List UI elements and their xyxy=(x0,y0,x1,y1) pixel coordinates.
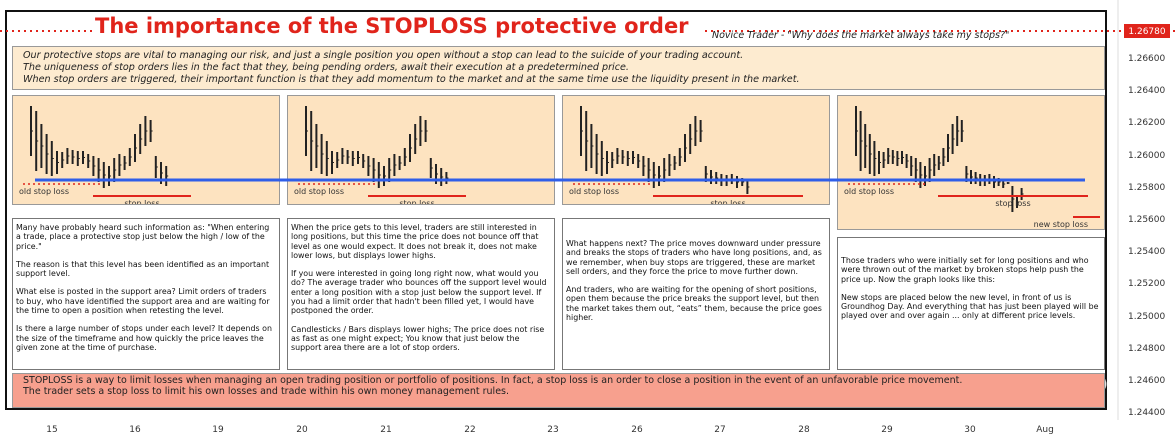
paragraph: When the price gets to this level, trade… xyxy=(291,223,539,260)
old-stop-label: old stop loss xyxy=(569,187,619,196)
time-label: 23 xyxy=(547,425,559,435)
time-label: 19 xyxy=(212,425,224,435)
stop-label: stop loss xyxy=(995,199,1030,208)
chart-panel: old stop loss stop loss xyxy=(287,95,555,205)
old-stop-label: old stop loss xyxy=(844,187,894,196)
price-label: 1.26000 xyxy=(1128,150,1166,161)
footer-line: STOPLOSS is a way to limit losses when m… xyxy=(23,375,963,386)
new-stop-label: new stop loss xyxy=(1034,220,1088,229)
title: The importance of the STOPLOSS protectiv… xyxy=(95,14,689,38)
frame xyxy=(5,10,1107,410)
price-label: 1.25600 xyxy=(1128,215,1166,225)
paragraph: Is there a large number of stops under e… xyxy=(16,324,272,352)
panel-drawing: old stop loss stop loss xyxy=(569,106,803,205)
time-label: 26 xyxy=(631,425,643,435)
panel-drawing: old stop loss stop loss xyxy=(19,106,191,205)
chart-panel: old stop loss stop loss xyxy=(12,95,280,205)
time-label: 28 xyxy=(798,425,810,435)
time-label: 29 xyxy=(881,425,893,435)
paragraph: What else is posted in the support area?… xyxy=(16,287,270,316)
price-label: 1.26200 xyxy=(1128,118,1166,129)
price-tag xyxy=(1124,24,1170,38)
price-label: 1.25200 xyxy=(1128,279,1166,290)
panel-drawing: old stop loss stop loss xyxy=(294,106,466,205)
time-label: 16 xyxy=(129,425,141,435)
paragraph: Many have probably heard such informatio… xyxy=(16,223,270,251)
text-box: Those traders who were initially set for… xyxy=(837,237,1105,370)
paragraph: And traders, who are waiting for the ope… xyxy=(566,285,822,323)
price-tag-text: 1.26780 xyxy=(1128,27,1165,37)
price-label: 1.25800 xyxy=(1128,182,1166,193)
price-label: 1.26600 xyxy=(1128,54,1166,64)
old-stop-label: old stop loss xyxy=(19,187,69,196)
text-box: When the price gets to this level, trade… xyxy=(287,218,555,370)
time-label: 27 xyxy=(714,425,726,435)
footer: STOPLOSS is a way to limit losses when m… xyxy=(12,373,1105,408)
paragraph: If you were interested in going long rig… xyxy=(291,269,547,316)
time-label: Aug xyxy=(1036,425,1054,435)
price-label: 1.24800 xyxy=(1128,343,1166,354)
stop-label: stop loss xyxy=(710,199,745,205)
intro-line: Our protective stops are vital to managi… xyxy=(23,50,744,61)
price-label: 1.26400 xyxy=(1128,86,1166,97)
paragraph: What happens next? The price moves downw… xyxy=(566,239,822,276)
intro-line: The uniqueness of stop orders lies in th… xyxy=(23,62,629,73)
time-label: 21 xyxy=(380,425,392,435)
stop-label: stop loss xyxy=(399,199,434,205)
chart-panel: old stop loss stop loss new stop loss xyxy=(837,95,1105,230)
old-stop-label: old stop loss xyxy=(294,187,344,196)
price-label: 1.24600 xyxy=(1128,376,1166,386)
time-label: 30 xyxy=(964,425,976,435)
intro-line: When stop orders are triggered, their im… xyxy=(23,74,800,85)
time-label: 22 xyxy=(464,425,476,435)
stop-label: stop loss xyxy=(124,199,159,205)
subtitle: Novice Trader - "Why does the market alw… xyxy=(712,30,1010,41)
time-label: 15 xyxy=(46,425,58,435)
paragraph: Those traders who were initially set for… xyxy=(841,256,1089,284)
paragraph: The reason is that this level has been i… xyxy=(16,259,270,279)
intro: Our protective stops are vital to managi… xyxy=(12,46,1105,90)
price-label: 1.25000 xyxy=(1128,311,1166,322)
panel-drawing: old stop loss stop loss new stop loss xyxy=(844,106,1100,229)
paragraph: Candlesticks / Bars displays lower highs… xyxy=(291,324,545,353)
text-box: Many have probably heard such informatio… xyxy=(12,218,280,370)
price-label: 1.24400 xyxy=(1128,408,1166,419)
chart-panel: old stop loss stop loss xyxy=(562,95,830,205)
paragraph: New stops are placed below the new level… xyxy=(841,292,1099,321)
footer-line: The trader sets a stop loss to limit his… xyxy=(23,385,510,397)
time-label: 20 xyxy=(296,425,308,435)
price-label: 1.25400 xyxy=(1128,247,1166,258)
text-box: What happens next? The price moves downw… xyxy=(562,218,830,370)
